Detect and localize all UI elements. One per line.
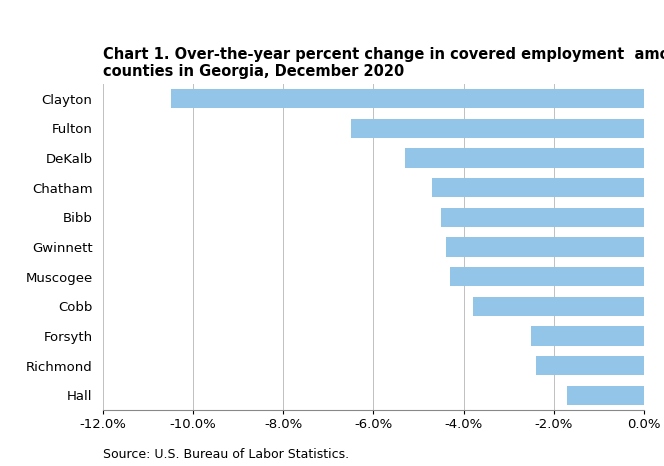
Bar [171, 89, 644, 108]
Text: Source: U.S. Bureau of Labor Statistics.: Source: U.S. Bureau of Labor Statistics. [103, 448, 349, 461]
Bar [432, 178, 644, 197]
Bar [531, 326, 644, 346]
Bar [568, 385, 644, 405]
Bar [450, 267, 644, 286]
Bar [441, 208, 644, 227]
Bar [405, 148, 644, 168]
Bar [351, 119, 644, 138]
Bar [446, 237, 644, 257]
Text: Chart 1. Over-the-year percent change in covered employment  among  the largest
: Chart 1. Over-the-year percent change in… [103, 47, 664, 79]
Bar [473, 297, 644, 316]
Bar [536, 356, 644, 375]
